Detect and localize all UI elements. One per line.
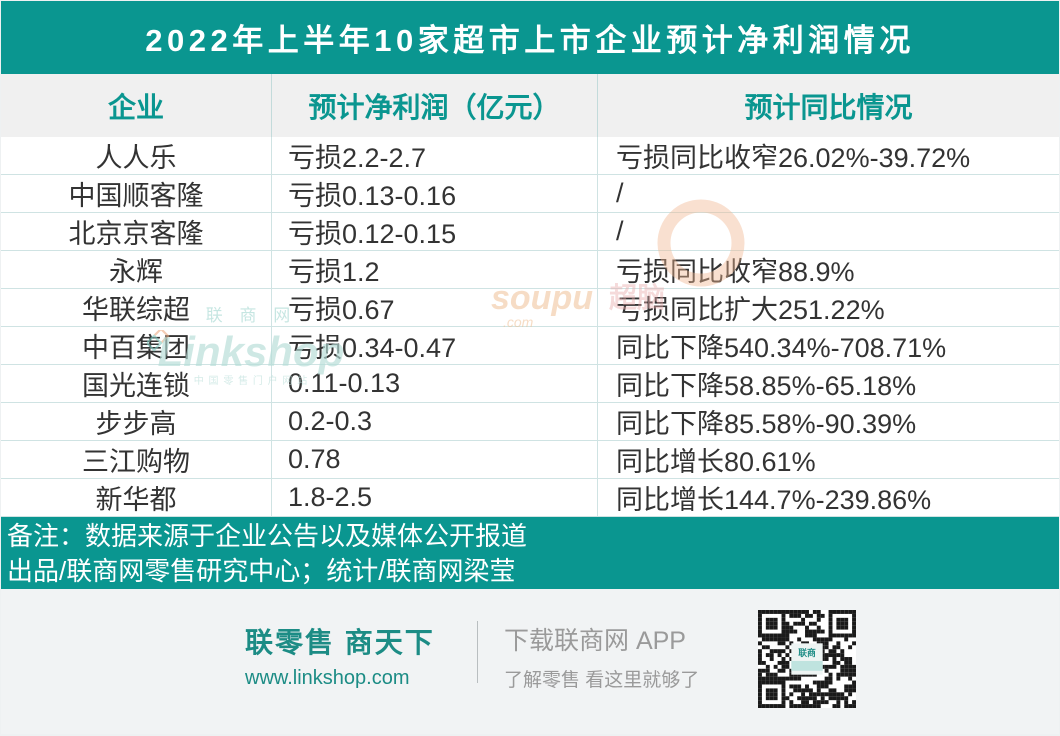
svg-text:联商: 联商: [798, 647, 816, 658]
